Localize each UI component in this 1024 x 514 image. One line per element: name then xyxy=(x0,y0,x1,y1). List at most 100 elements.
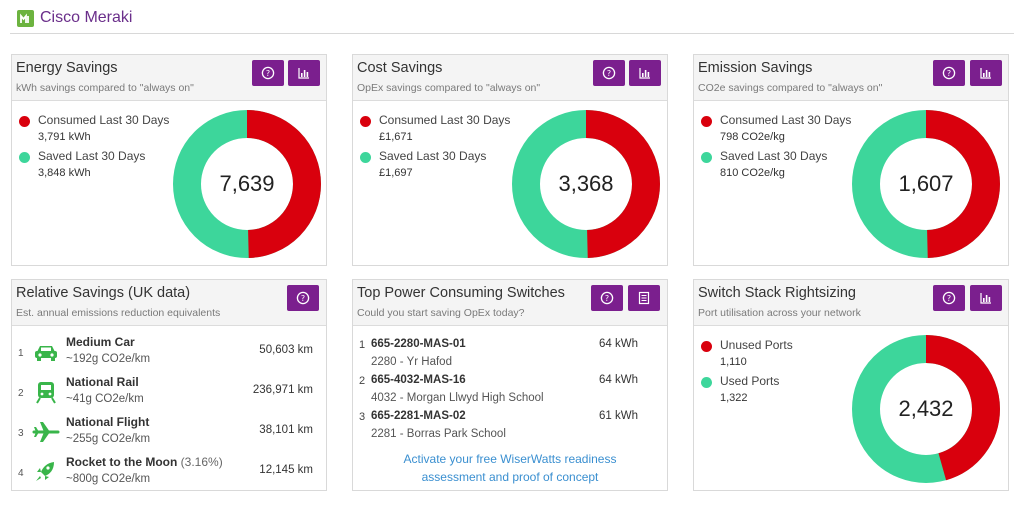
help-button[interactable]: ? xyxy=(591,285,623,311)
item-number: 1 xyxy=(18,348,24,359)
legend: Consumed Last 30 Days £1,671 Saved Last … xyxy=(359,112,510,184)
card-header: Cost Savings OpEx savings compared to "a… xyxy=(353,55,667,101)
help-button[interactable]: ? xyxy=(593,60,625,86)
wiserwatts-link[interactable]: Activate your free WiserWatts readiness … xyxy=(353,450,667,486)
donut-segment-consumed[interactable] xyxy=(852,110,1000,258)
question-icon: ? xyxy=(296,291,310,305)
cost-donut-chart[interactable]: 3,368 xyxy=(512,110,660,258)
item-number: 3 xyxy=(18,428,24,439)
card-subtitle: CO2e savings compared to "always on" xyxy=(698,82,883,94)
item-distance: 50,603 km xyxy=(259,344,313,356)
list-item: 1 665-2280-MAS-01 2280 - Yr Hafod 64 kWh xyxy=(353,336,667,372)
card-header: Energy Savings kWh savings compared to "… xyxy=(12,55,326,101)
item-distance: 38,101 km xyxy=(259,424,313,436)
item-name: Medium Car xyxy=(66,335,135,349)
meraki-logo-icon xyxy=(17,10,34,27)
chart-button[interactable] xyxy=(970,60,1002,86)
donut-segment-consumed[interactable] xyxy=(173,110,321,258)
donut-total: 1,607 xyxy=(898,171,954,196)
svg-text:?: ? xyxy=(301,294,305,303)
consumed-dot-icon xyxy=(701,116,712,127)
train-icon xyxy=(32,380,60,404)
item-distance: 236,971 km xyxy=(252,384,313,396)
chart-button[interactable] xyxy=(970,285,1002,311)
consumed-dot-icon xyxy=(19,116,30,127)
unused-label: Unused Ports xyxy=(720,338,793,352)
switch-energy: 61 kWh xyxy=(599,410,638,422)
card-header: Relative Savings (UK data) Est. annual e… xyxy=(12,280,326,326)
svg-text:?: ? xyxy=(266,69,270,78)
report-button[interactable] xyxy=(628,285,660,311)
energy-donut-chart[interactable]: 7,639 xyxy=(173,110,321,258)
card-subtitle: kWh savings compared to "always on" xyxy=(16,82,194,94)
switch-site: 4032 - Morgan Llwyd High School xyxy=(371,392,544,404)
switch-name[interactable]: 665-4032-MAS-16 xyxy=(371,374,466,386)
chart-button[interactable] xyxy=(629,60,661,86)
question-icon: ? xyxy=(942,291,956,305)
saved-dot-icon xyxy=(701,152,712,163)
item-rate: ~41g CO2e/km xyxy=(66,393,144,405)
question-icon: ? xyxy=(600,291,614,305)
list-item: 1 Medium Car ~192g CO2e/km 50,603 km xyxy=(12,334,326,374)
help-button[interactable]: ? xyxy=(252,60,284,86)
bar-chart-icon xyxy=(298,68,309,79)
consumed-value: 798 CO2e/kg xyxy=(720,131,785,143)
cta-line-2[interactable]: assessment and proof of concept xyxy=(421,470,599,484)
item-name: National Flight xyxy=(66,415,150,429)
saved-label: Saved Last 30 Days xyxy=(720,149,828,163)
question-icon: ? xyxy=(261,66,275,80)
item-name: National Rail xyxy=(66,375,139,389)
switch-name[interactable]: 665-2281-MAS-02 xyxy=(371,410,466,422)
car-icon xyxy=(32,340,60,364)
stack-donut-chart[interactable]: 2,432 xyxy=(852,335,1000,483)
consumed-value: 3,791 kWh xyxy=(38,131,91,143)
item-percentage: (3.16%) xyxy=(180,455,223,469)
relative-savings-card: Relative Savings (UK data) Est. annual e… xyxy=(11,279,327,491)
donut-total: 3,368 xyxy=(558,171,614,196)
item-number: 1 xyxy=(359,339,366,351)
svg-text:?: ? xyxy=(947,69,951,78)
unused-value: 1,110 xyxy=(720,356,747,368)
card-title: Emission Savings xyxy=(698,60,813,76)
rocket-icon xyxy=(32,460,60,484)
emission-donut-chart[interactable]: 1,607 xyxy=(852,110,1000,258)
card-title: Cost Savings xyxy=(357,60,443,76)
bar-chart-icon xyxy=(980,293,991,304)
used-value: 1,322 xyxy=(720,392,748,404)
consumed-value: £1,671 xyxy=(379,131,413,143)
used-label: Used Ports xyxy=(720,374,780,388)
svg-text:?: ? xyxy=(947,294,951,303)
saved-value: £1,697 xyxy=(379,167,413,179)
bar-chart-icon xyxy=(639,68,650,79)
item-number: 4 xyxy=(18,468,24,479)
item-distance: 12,145 km xyxy=(259,464,313,476)
help-button[interactable]: ? xyxy=(933,285,965,311)
svg-text:?: ? xyxy=(607,69,611,78)
card-title: Energy Savings xyxy=(16,60,118,76)
brand-name[interactable]: Cisco Meraki xyxy=(40,9,133,26)
card-subtitle: Est. annual emissions reduction equivale… xyxy=(16,307,221,319)
cta-line-1[interactable]: Activate your free WiserWatts readiness xyxy=(403,452,617,466)
donut-segment-consumed[interactable] xyxy=(512,110,660,258)
donut-segment-consumed[interactable] xyxy=(852,335,1000,483)
energy-savings-card: Energy Savings kWh savings compared to "… xyxy=(11,54,327,266)
consumed-label: Consumed Last 30 Days xyxy=(38,113,170,127)
saved-value: 810 CO2e/kg xyxy=(720,167,785,179)
bar-chart-icon xyxy=(980,68,991,79)
switch-name[interactable]: 665-2280-MAS-01 xyxy=(371,338,466,350)
help-button[interactable]: ? xyxy=(933,60,965,86)
saved-dot-icon xyxy=(19,152,30,163)
item-number: 2 xyxy=(359,375,366,387)
card-title: Relative Savings (UK data) xyxy=(16,285,191,301)
chart-button[interactable] xyxy=(288,60,320,86)
svg-text:?: ? xyxy=(605,294,609,303)
saved-label: Saved Last 30 Days xyxy=(379,149,487,163)
item-rate: ~192g CO2e/km xyxy=(66,353,151,365)
consumed-dot-icon xyxy=(360,116,371,127)
item-number: 3 xyxy=(359,411,366,423)
switch-energy: 64 kWh xyxy=(599,374,638,386)
used-dot-icon xyxy=(701,377,712,388)
help-button[interactable]: ? xyxy=(287,285,319,311)
saved-label: Saved Last 30 Days xyxy=(38,149,146,163)
list-item: 3 665-2281-MAS-02 2281 - Borras Park Sch… xyxy=(353,408,667,444)
